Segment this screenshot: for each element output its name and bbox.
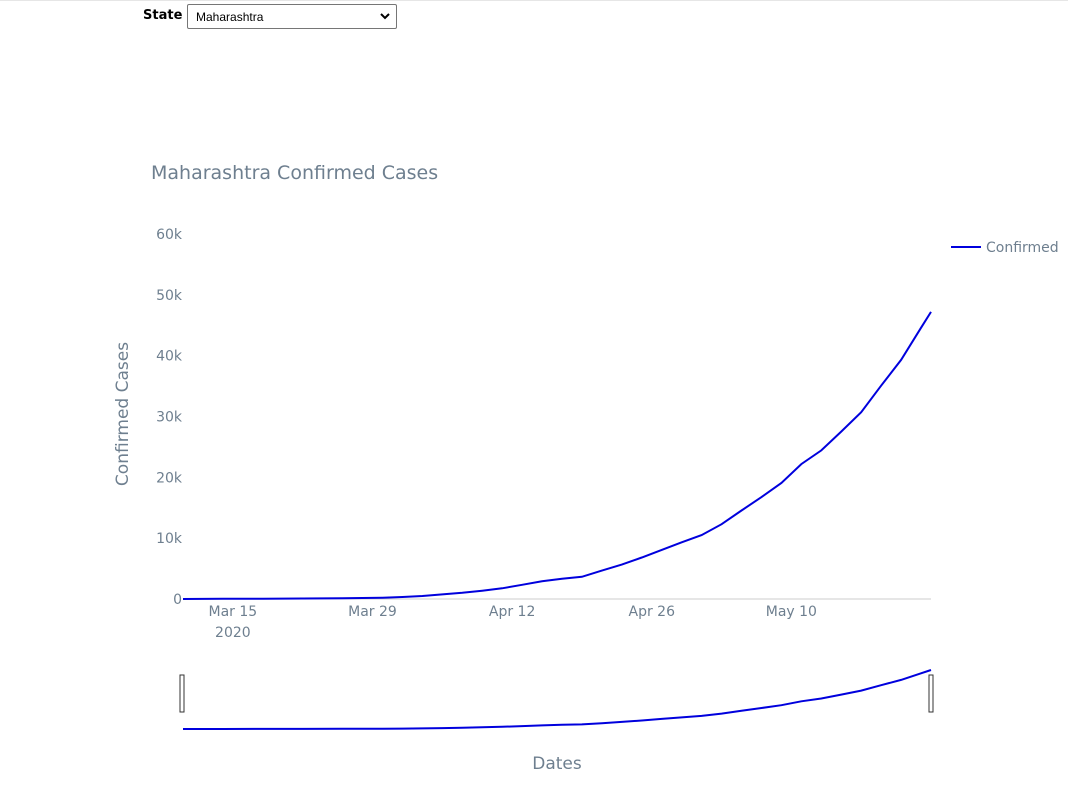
legend[interactable]: Confirmed (951, 240, 1059, 256)
x-axis: Mar 15 2020 Mar 29 Apr 12 Apr 26 May 10 (209, 604, 817, 641)
x-tick-year-label: 2020 (215, 625, 251, 641)
y-tick-label: 60k (156, 227, 183, 243)
legend-label-confirmed: Confirmed (986, 240, 1059, 256)
y-tick-label: 50k (156, 288, 183, 304)
chevron-down-icon (380, 13, 390, 20)
y-tick-label: 30k (156, 410, 183, 426)
state-select[interactable]: Maharashtra (187, 4, 397, 29)
top-bar: State Maharashtra (0, 0, 1068, 36)
y-tick-label: 20k (156, 470, 183, 486)
state-select-value: Maharashtra (196, 10, 264, 24)
x-tick-label: Apr 12 (489, 604, 535, 620)
y-tick-label: 10k (156, 531, 183, 547)
chart-title: Maharashtra Confirmed Cases (151, 162, 438, 184)
range-slider-right-handle[interactable] (928, 674, 934, 713)
y-tick-label: 40k (156, 349, 183, 365)
series-line-confirmed (182, 311, 932, 600)
x-tick-label: Apr 26 (629, 604, 676, 620)
y-tick-label: 0 (173, 592, 182, 608)
x-tick-label: Mar 29 (348, 604, 397, 620)
x-tick-label: May 10 (766, 604, 817, 620)
range-slider-left-handle[interactable] (179, 674, 185, 713)
y-axis-title: Confirmed Cases (113, 342, 133, 486)
top-divider (0, 0, 1068, 1)
x-axis-title: Dates (532, 754, 582, 774)
y-axis: 0 10k 20k 30k 40k 50k 60k (156, 227, 183, 608)
range-slider[interactable] (179, 669, 934, 730)
range-slider-line (183, 669, 932, 730)
x-tick-label: Mar 15 (209, 604, 258, 620)
state-label: State (143, 8, 183, 23)
